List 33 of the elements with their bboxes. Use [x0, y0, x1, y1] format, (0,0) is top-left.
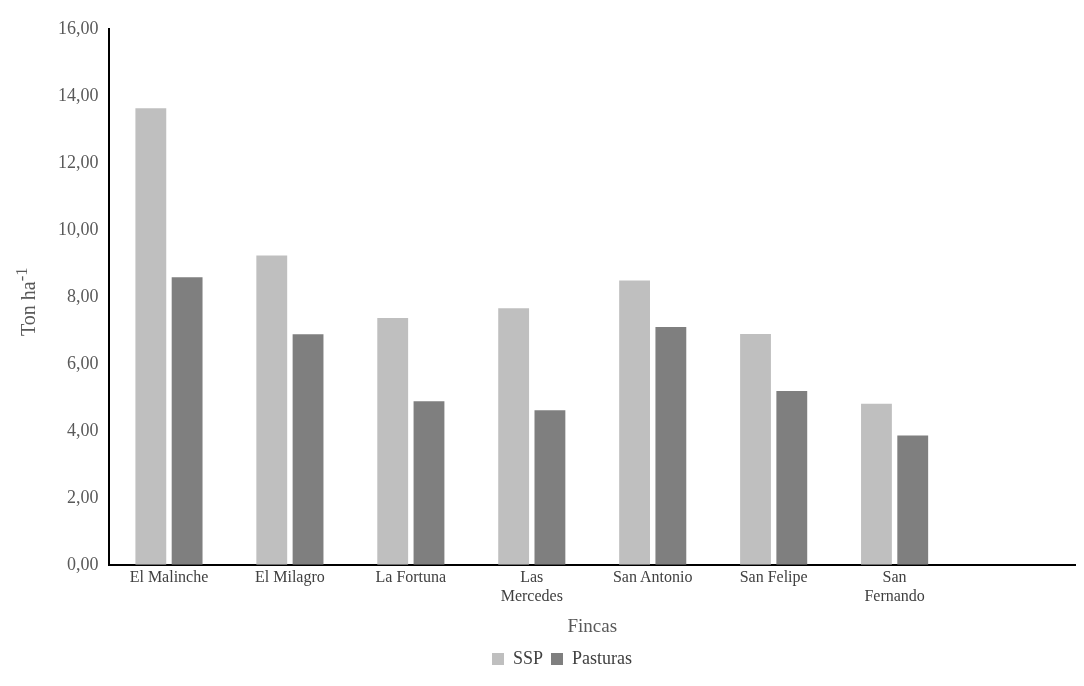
y-tick-label: 0,00 [67, 553, 99, 574]
x-tick-label: El Milagro [255, 567, 325, 586]
x-axis-title: Fincas [567, 614, 618, 636]
bar [655, 326, 687, 565]
bar [377, 317, 409, 565]
bar [776, 390, 808, 565]
x-tick-label: San Antonio [612, 567, 693, 585]
y-tick-label: 10,00 [58, 218, 99, 239]
bar [861, 403, 892, 565]
y-tick-label: 16,00 [58, 17, 99, 38]
bar [413, 401, 445, 565]
bar [498, 308, 530, 565]
bar [619, 280, 650, 565]
legend-label: Pasturas [572, 647, 633, 668]
y-tick-label: 8,00 [67, 285, 99, 306]
x-tick-label: Las Mercedes [500, 567, 563, 604]
legend-label: SSP [512, 647, 544, 668]
bar [256, 255, 288, 565]
bar [135, 108, 167, 565]
bar [897, 435, 929, 565]
bar [292, 334, 324, 565]
x-tick-label: El Malinche [129, 567, 209, 585]
y-tick-label: 2,00 [67, 486, 99, 507]
x-tick-label: San Fernando [864, 567, 925, 604]
y-tick-label: 14,00 [58, 84, 99, 105]
x-tick-label: San Felipe [739, 567, 808, 586]
x-tick-label: La Fortuna [375, 567, 447, 585]
y-tick-label: 12,00 [58, 151, 99, 172]
bar [171, 277, 203, 565]
y-tick-label: 6,00 [67, 352, 99, 373]
y-tick-label: 4,00 [67, 419, 99, 440]
bar [534, 410, 566, 565]
bar [740, 333, 771, 565]
